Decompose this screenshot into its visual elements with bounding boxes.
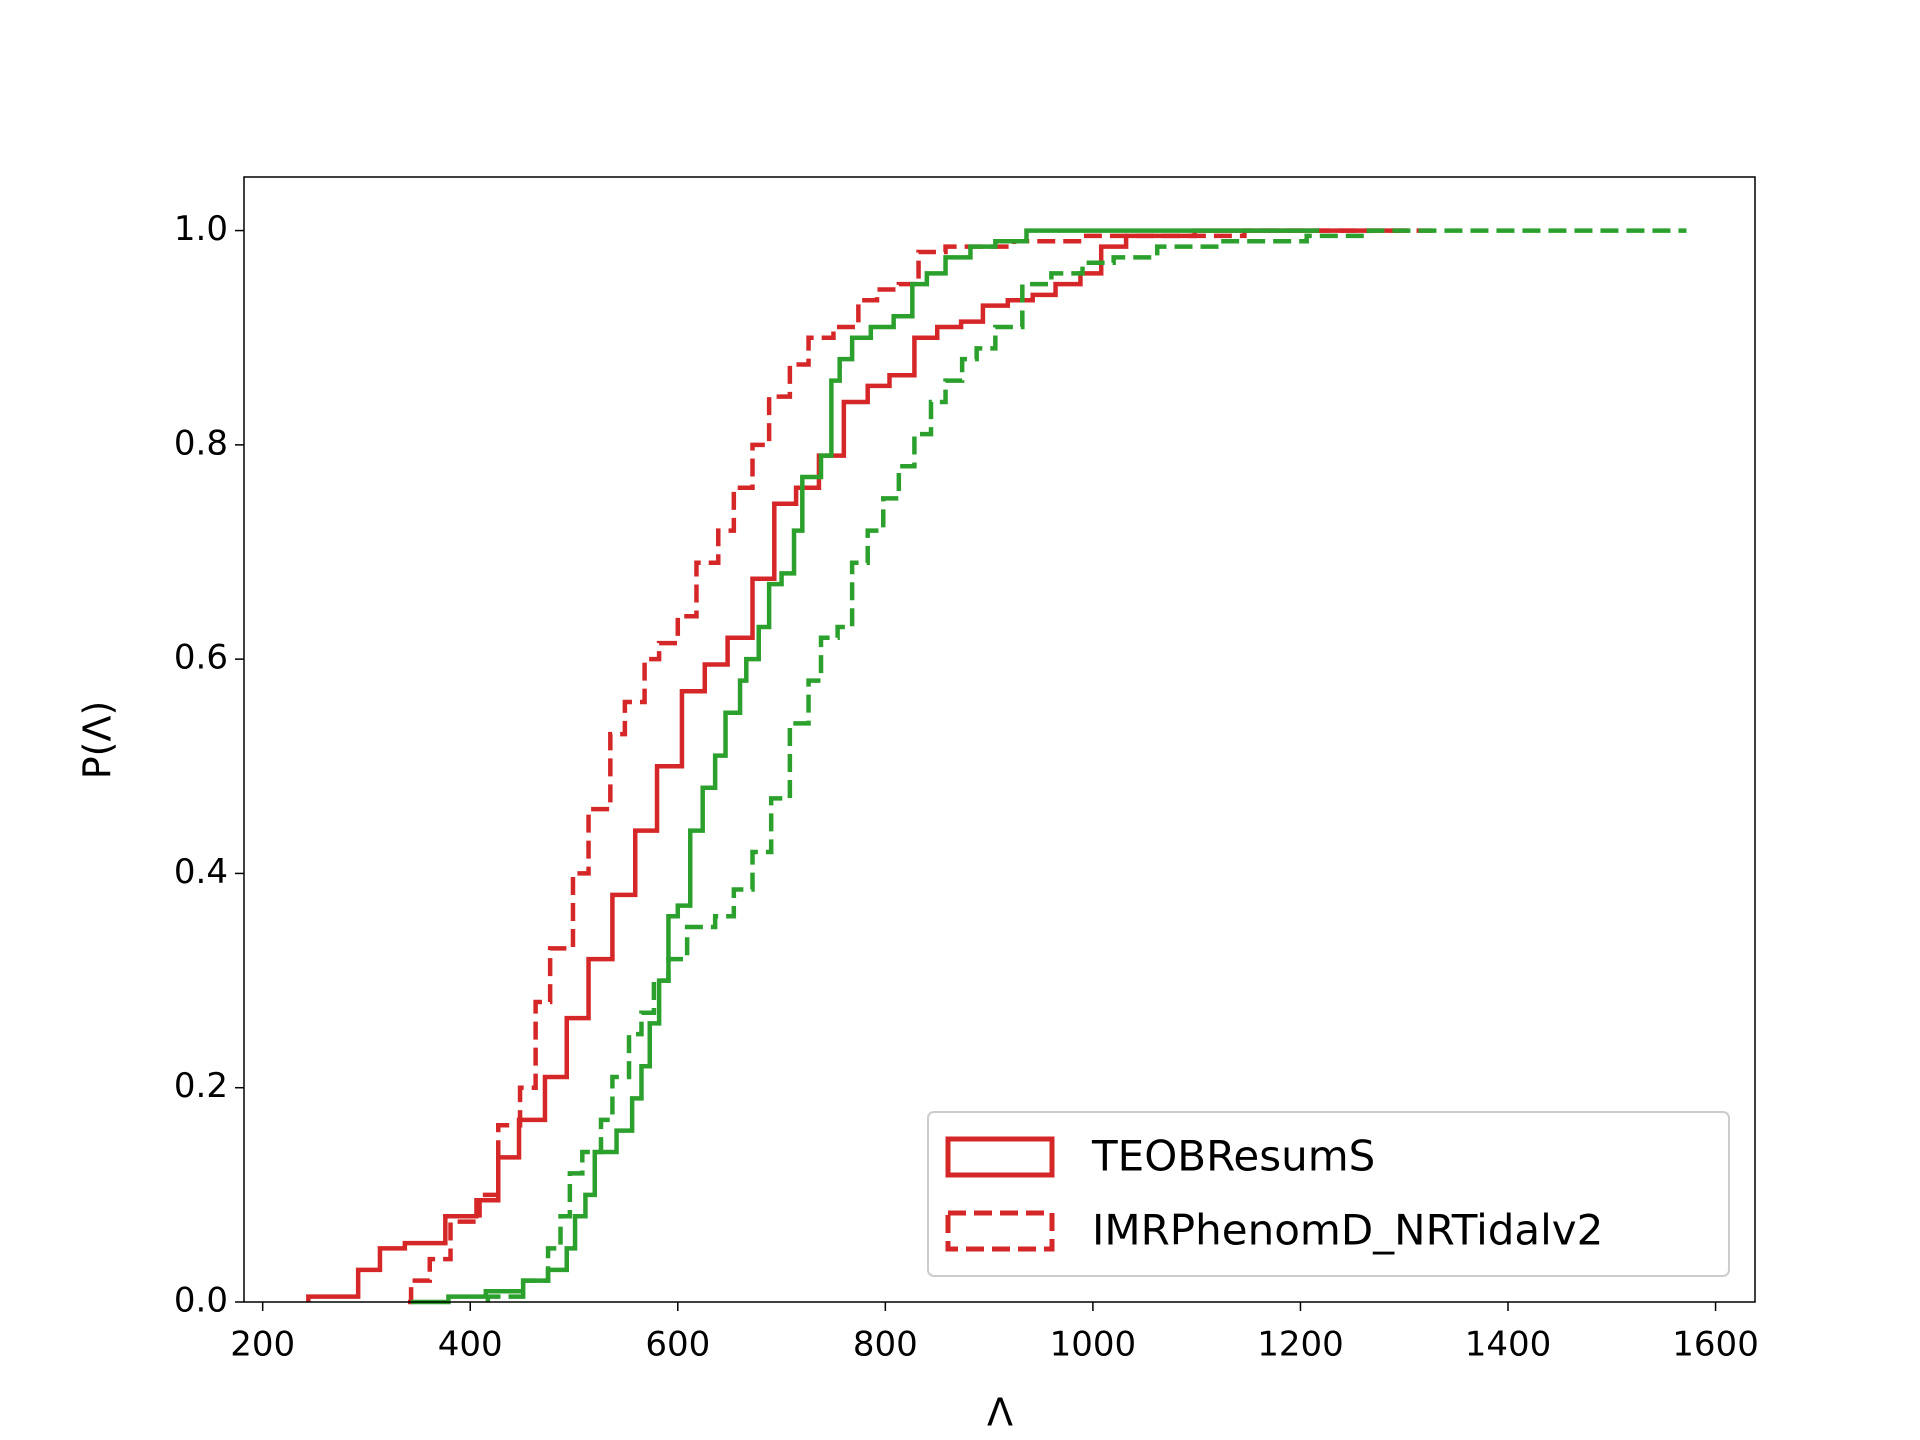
step-line: [485, 228, 1687, 1302]
x-tick-label: 1000: [1050, 1325, 1137, 1365]
legend-label: IMRPhenomD_NRTidalv2: [1092, 1206, 1603, 1255]
plot-frame: [243, 176, 1756, 1303]
y-tick-label: 1.0: [174, 209, 228, 249]
legend-handle: [945, 1136, 1055, 1178]
legend-handle: [945, 1210, 1055, 1252]
y-tick-label: 0.2: [174, 1066, 228, 1106]
x-axis-label: Λ: [987, 1391, 1013, 1435]
legend-box: [927, 1111, 1730, 1277]
x-tick-label: 600: [645, 1325, 710, 1365]
x-tick-label: 1600: [1672, 1325, 1759, 1365]
step-line: [306, 228, 1407, 1302]
x-tick-label: 200: [230, 1325, 295, 1365]
y-tick-label: 0.6: [174, 638, 228, 678]
legend-label: TEOBResumS: [1091, 1132, 1375, 1181]
x-tick-label: 400: [438, 1325, 503, 1365]
y-tick-label: 0.0: [174, 1281, 228, 1321]
legend: TEOBResumS IMRPhenomD_NRTidalv2: [927, 1111, 1730, 1277]
x-tick-label: 800: [853, 1325, 918, 1365]
y-tick-label: 0.4: [174, 852, 228, 892]
step-line: [407, 228, 1432, 1305]
x-tick-label: 1400: [1465, 1325, 1552, 1365]
y-tick-label: 0.8: [174, 423, 228, 463]
y-axis-label: P(Λ): [76, 701, 120, 780]
x-tick-label: 1200: [1257, 1325, 1344, 1365]
step-line: [411, 228, 1320, 1305]
